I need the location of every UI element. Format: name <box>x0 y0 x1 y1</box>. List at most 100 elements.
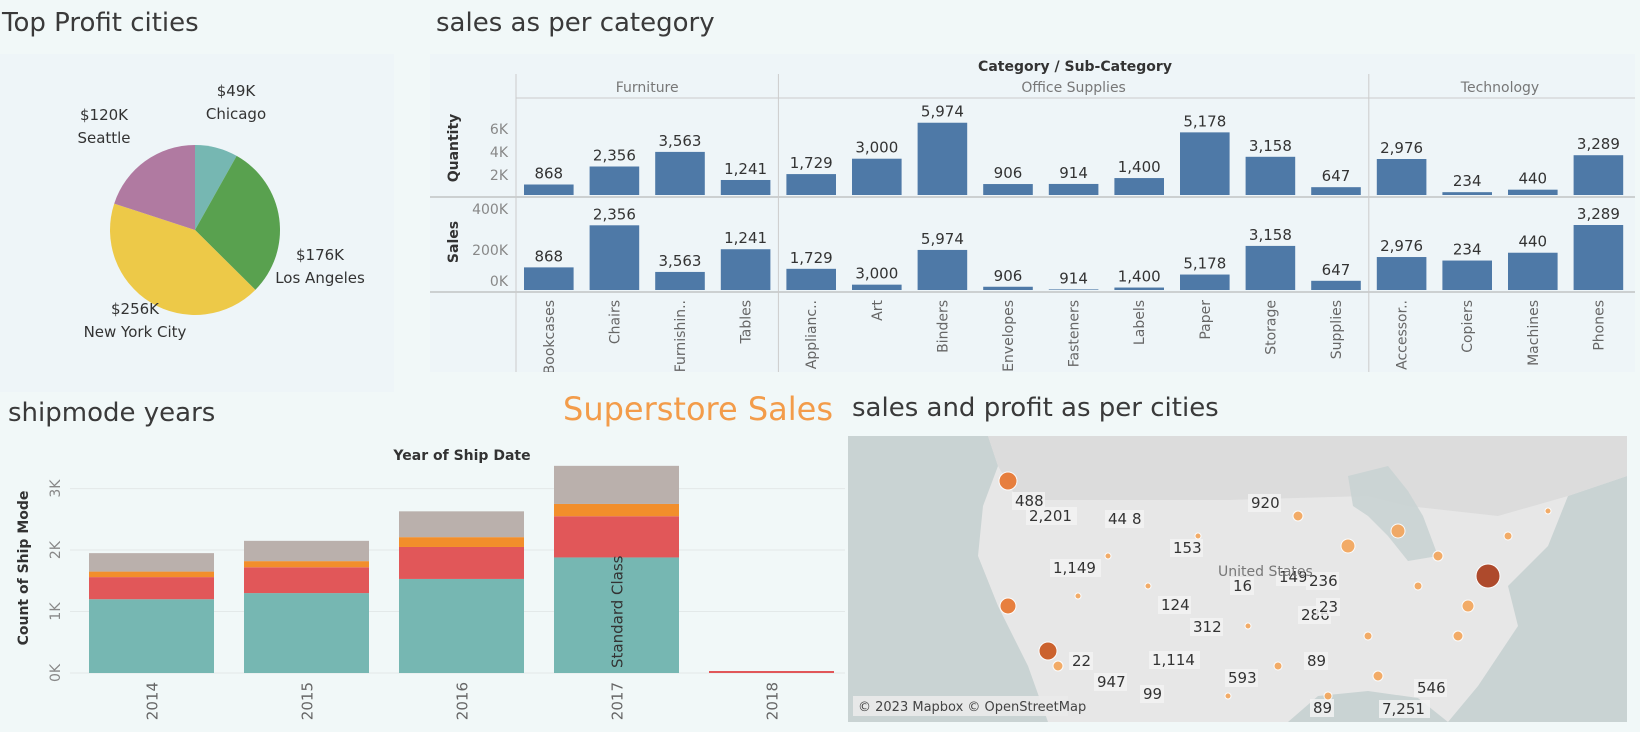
sales-bar[interactable] <box>786 268 836 290</box>
city-marker[interactable] <box>1363 631 1373 641</box>
sales-bar[interactable] <box>1508 252 1558 290</box>
shipmode-segment[interactable] <box>399 537 524 547</box>
sales-bar[interactable] <box>1311 280 1361 290</box>
city-marker[interactable] <box>1372 670 1384 682</box>
city-marker[interactable] <box>1038 641 1058 661</box>
shipmode-segment[interactable] <box>244 567 369 594</box>
city-marker[interactable] <box>1104 552 1112 560</box>
city-marker[interactable] <box>1475 563 1501 589</box>
shipmode-segment[interactable] <box>399 578 524 673</box>
shipmode-segment[interactable] <box>89 599 214 673</box>
city-marker[interactable] <box>1052 660 1064 672</box>
sales-bar-label: 440 <box>1518 233 1547 251</box>
quantity-bar[interactable] <box>786 174 836 195</box>
quantity-bar[interactable] <box>1245 156 1296 195</box>
quantity-bar[interactable] <box>655 151 705 195</box>
quantity-bar[interactable] <box>1573 155 1624 195</box>
pie-chart[interactable]: $49K Chicago $176K Los Angeles $256K New York… <box>0 54 394 392</box>
pie-slice-chicago[interactable] <box>195 145 237 230</box>
city-marker[interactable] <box>1273 661 1283 671</box>
quantity-bar[interactable] <box>524 184 574 196</box>
sales-bar[interactable] <box>1573 224 1624 290</box>
shipmode-segment[interactable] <box>89 571 214 578</box>
city-marker[interactable] <box>1323 691 1333 701</box>
shipmode-segment[interactable] <box>399 511 524 538</box>
quantity-bar[interactable] <box>852 158 902 195</box>
sales-bar[interactable] <box>1442 260 1492 290</box>
shipmode-empty-bar[interactable] <box>709 671 834 673</box>
quantity-bar[interactable] <box>1311 187 1361 195</box>
row-label: Quantity <box>446 114 462 183</box>
sales-bar[interactable] <box>1048 289 1099 290</box>
pie-slice-los-angeles[interactable] <box>195 155 280 290</box>
canada-region <box>988 436 1627 516</box>
subcategory-label: Chairs <box>607 300 623 344</box>
city-marker[interactable] <box>999 597 1017 615</box>
pie-slice-seattle[interactable] <box>114 145 195 230</box>
sales-bar[interactable] <box>917 249 968 290</box>
sales-bar[interactable] <box>1114 287 1164 290</box>
subcategory-label: Storage <box>1263 300 1279 355</box>
quantity-bar[interactable] <box>917 122 968 195</box>
city-marker[interactable] <box>1503 531 1513 541</box>
shipmode-segment[interactable] <box>399 546 524 579</box>
city-marker[interactable] <box>1144 582 1152 590</box>
category-bar-chart[interactable]: Category / Sub-Category Furniture Office S… <box>430 54 1635 374</box>
map-panel[interactable]: 2,201 488 44 8 920 153 1,149 149 16 236 124 286 23 31… <box>848 436 1627 722</box>
city-marker[interactable] <box>1074 592 1082 600</box>
sales-bar[interactable] <box>1376 257 1427 290</box>
city-marker[interactable] <box>1224 692 1232 700</box>
shipmode-segment[interactable] <box>554 465 679 504</box>
city-marker[interactable] <box>1244 622 1252 630</box>
shipmode-stacked-chart[interactable]: Year of Ship Date Count of Ship Mode 3K 2K 1… <box>0 436 845 728</box>
city-marker[interactable] <box>1390 523 1406 539</box>
pie-value-label: $256K <box>111 300 160 318</box>
quantity-tick: 2K <box>490 168 509 184</box>
shipmode-segment[interactable] <box>244 593 369 673</box>
city-marker[interactable] <box>1452 630 1464 642</box>
city-marker[interactable] <box>1432 550 1444 562</box>
shipmode-segment[interactable] <box>244 561 369 568</box>
map-attribution[interactable]: © 2023 Mapbox © OpenStreetMap <box>858 700 1086 715</box>
quantity-bar[interactable] <box>1180 132 1230 195</box>
city-marker[interactable] <box>1544 507 1552 515</box>
city-marker[interactable] <box>1292 510 1304 522</box>
city-marker[interactable] <box>998 471 1018 491</box>
map-city-label: 89 <box>1307 652 1326 670</box>
city-marker[interactable] <box>1340 538 1356 554</box>
subcategory-label: Furnishin.. <box>673 300 689 372</box>
quantity-bar[interactable] <box>1508 189 1558 195</box>
pie-slice-new-york-city[interactable] <box>110 203 256 315</box>
shipmode-segment[interactable] <box>89 553 214 572</box>
sales-bar[interactable] <box>983 286 1033 290</box>
map-city-label: 1,149 <box>1053 559 1096 577</box>
quantity-bar-label: 1,400 <box>1118 158 1161 176</box>
sales-bar[interactable] <box>1180 274 1230 290</box>
quantity-tick: 4K <box>490 145 509 161</box>
quantity-bar[interactable] <box>589 166 640 196</box>
city-marker[interactable] <box>1461 599 1475 613</box>
shipmode-segment[interactable] <box>244 540 369 562</box>
quantity-bar[interactable] <box>1048 183 1099 195</box>
shipmode-segment[interactable] <box>554 503 679 517</box>
year-label: 2014 <box>144 682 162 720</box>
shipmode-segment[interactable] <box>89 577 214 600</box>
sales-bar[interactable] <box>589 225 640 290</box>
quantity-bar[interactable] <box>1114 178 1164 195</box>
quantity-bar-label: 1,729 <box>790 154 833 172</box>
sales-bar[interactable] <box>655 271 705 290</box>
sales-bar[interactable] <box>524 267 574 290</box>
shipmode-segment[interactable] <box>554 557 679 673</box>
quantity-bar[interactable] <box>983 184 1033 195</box>
quantity-bar[interactable] <box>1442 192 1492 195</box>
quantity-bar[interactable] <box>1376 159 1427 195</box>
quantity-bar[interactable] <box>720 179 771 195</box>
city-marker[interactable] <box>1194 532 1202 540</box>
sales-bar[interactable] <box>720 249 771 290</box>
city-marker[interactable] <box>1413 581 1423 591</box>
map-city-label: 236 <box>1309 572 1338 590</box>
shipmode-segment[interactable] <box>554 516 679 558</box>
sales-bar[interactable] <box>852 284 902 290</box>
sales-bar[interactable] <box>1245 245 1296 290</box>
